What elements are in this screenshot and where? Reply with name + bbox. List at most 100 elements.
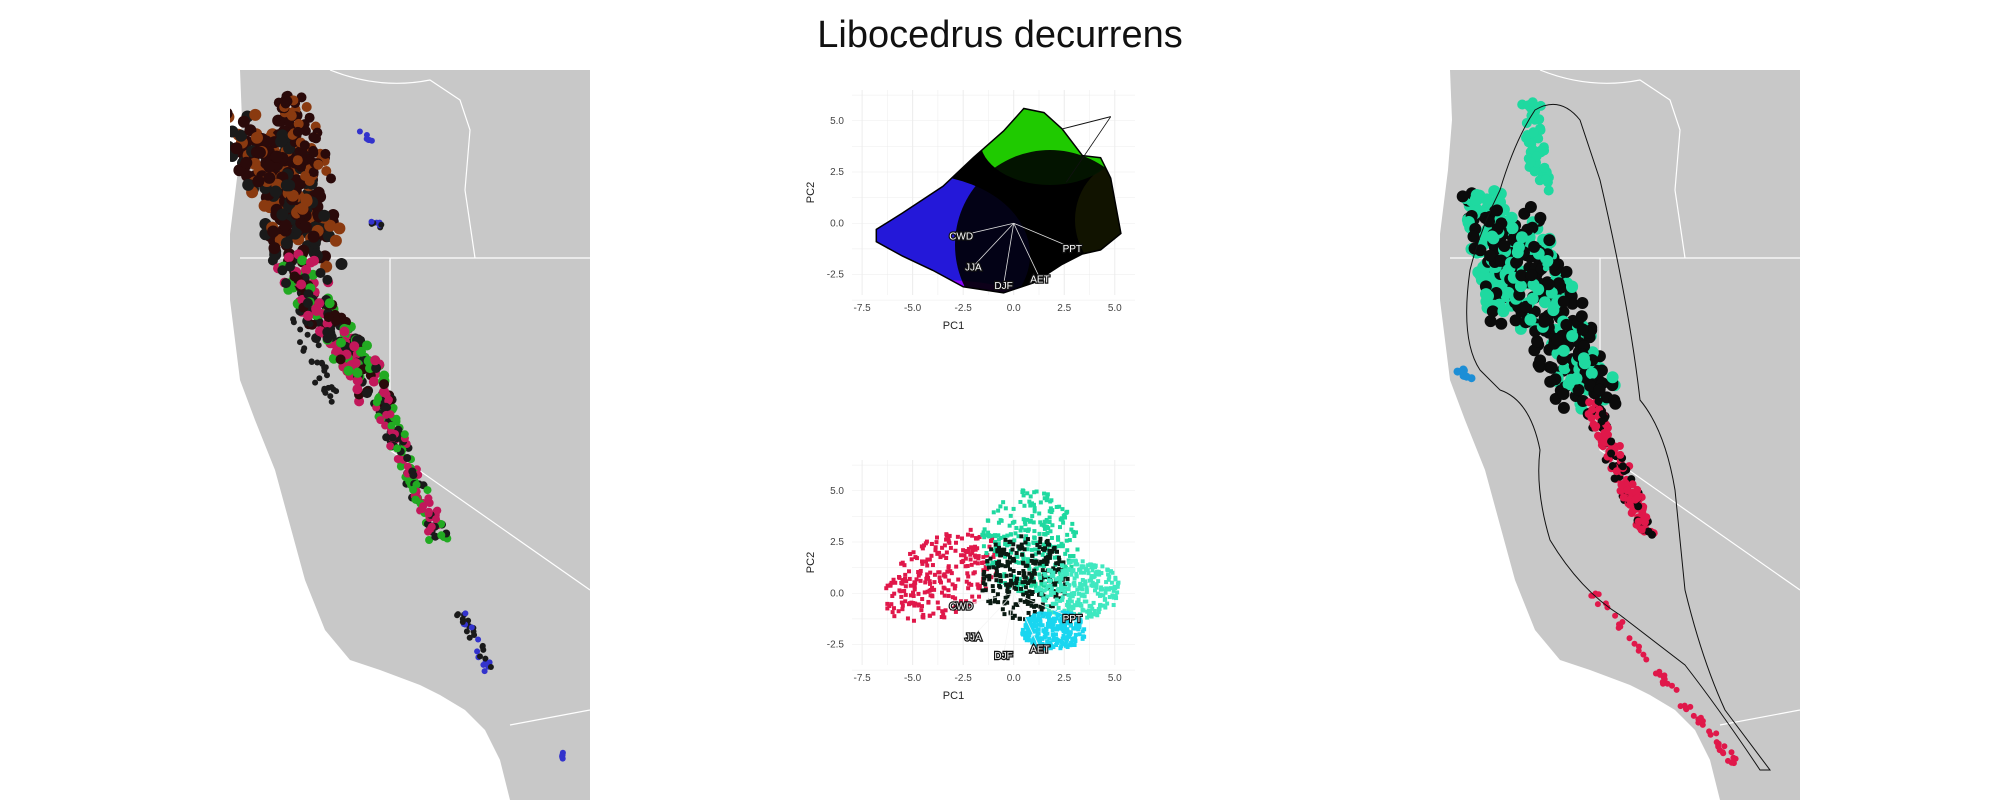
occurrence-cell	[1690, 712, 1697, 719]
occurrence-cell	[1528, 240, 1541, 253]
occurrence-cell	[312, 379, 319, 386]
cluster-point	[1068, 613, 1073, 618]
cluster-point	[1029, 583, 1034, 588]
cluster-point	[1023, 522, 1028, 527]
cluster-point	[1060, 517, 1065, 522]
occurrence-cell	[301, 102, 312, 112]
cluster-point	[947, 540, 952, 545]
cluster-point	[1027, 499, 1032, 504]
cluster-point	[1053, 582, 1058, 587]
cluster-point	[1071, 554, 1076, 559]
cluster-point	[977, 594, 982, 599]
occurrence-cell	[314, 337, 321, 343]
cluster-point	[1047, 548, 1052, 553]
cluster-point	[950, 606, 955, 611]
cluster-point	[959, 553, 964, 558]
cluster-point	[1014, 560, 1019, 565]
cluster-point	[1061, 629, 1066, 634]
occurrence-cell	[1619, 493, 1628, 502]
occurrence-cell	[308, 269, 318, 280]
occurrence-cell	[1606, 371, 1619, 384]
cluster-point	[1053, 594, 1058, 599]
cluster-point	[950, 595, 955, 600]
cluster-point	[1054, 568, 1059, 573]
occurrence-cell	[1592, 422, 1601, 431]
cluster-point	[989, 539, 994, 544]
cluster-point	[1031, 520, 1036, 525]
cluster-point	[1106, 577, 1111, 582]
cluster-point	[1035, 542, 1040, 547]
cluster-point	[1084, 588, 1089, 593]
cluster-point	[948, 545, 953, 550]
cluster-point	[1026, 636, 1031, 641]
cluster-point	[936, 606, 941, 611]
cluster-point	[892, 591, 897, 596]
cluster-point	[892, 614, 897, 619]
cluster-point	[1044, 556, 1049, 561]
pca-cluster-plot: CWD JJA DJF AET PPT -7.5 -5.0 -2.5 0.0 2.5 5.0 -2.…	[805, 460, 1135, 702]
cluster-point	[1008, 532, 1013, 537]
cluster-point	[1068, 630, 1073, 635]
occurrence-cell	[352, 367, 363, 378]
cluster-point	[1089, 562, 1094, 567]
cluster-point	[1038, 536, 1043, 541]
cluster-point	[1044, 627, 1049, 632]
occurrence-cell	[343, 365, 354, 376]
cluster-point	[919, 544, 924, 549]
cluster-point	[1000, 607, 1005, 612]
cluster-point	[903, 584, 908, 589]
cluster-point	[998, 553, 1003, 558]
cluster-point	[964, 579, 969, 584]
cluster-point	[944, 537, 949, 542]
cluster-point	[924, 539, 929, 544]
cluster-point	[1033, 540, 1038, 545]
cluster-point	[1043, 581, 1048, 586]
cluster-point	[1020, 580, 1025, 585]
cluster-point	[1025, 596, 1030, 601]
cluster-point	[1040, 605, 1045, 610]
occurrence-cell	[424, 494, 433, 503]
cluster-point	[913, 555, 918, 560]
cluster-point	[1055, 613, 1060, 618]
occurrence-cell	[1609, 397, 1622, 410]
cluster-point	[1019, 525, 1024, 530]
cluster-point	[1019, 542, 1024, 547]
cluster-point	[942, 615, 947, 620]
cluster-point	[937, 575, 942, 580]
cluster-point	[1077, 585, 1082, 590]
cluster-point	[1044, 524, 1049, 529]
pca1-vector-label-djf: DJF	[994, 281, 1012, 292]
cluster-point	[916, 603, 921, 608]
cluster-point	[1040, 602, 1045, 607]
cluster-point	[1074, 571, 1079, 576]
cluster-point	[971, 571, 976, 576]
occurrence-cell	[235, 129, 247, 142]
occurrence-cell	[1619, 619, 1626, 625]
pca1-vector-djf	[1003, 223, 1015, 285]
cluster-point	[900, 578, 905, 583]
occurrence-cell	[1480, 193, 1493, 206]
cluster-point	[1045, 492, 1050, 497]
cluster-point	[1029, 558, 1034, 563]
occurrence-cell	[336, 337, 346, 348]
occurrence-cell	[307, 321, 314, 328]
cluster-point	[1014, 583, 1019, 588]
cluster-point	[1072, 603, 1077, 608]
cluster-point	[1003, 542, 1008, 547]
cluster-point	[1054, 590, 1059, 595]
occurrence-cell	[296, 92, 307, 103]
occurrence-cell	[307, 230, 320, 243]
cluster-point	[1051, 616, 1056, 621]
cluster-point	[1082, 570, 1087, 575]
cluster-point	[1035, 627, 1040, 632]
cluster-point	[1066, 558, 1071, 563]
cluster-point	[996, 563, 1001, 568]
cluster-point	[1055, 638, 1060, 643]
occurrence-cell	[1495, 317, 1508, 330]
cluster-point	[897, 575, 902, 580]
cluster-point	[918, 568, 923, 573]
pca1-vector-jja	[972, 222, 1015, 267]
cluster-point	[900, 560, 905, 565]
cluster-point	[1080, 587, 1085, 592]
cluster-point	[903, 592, 908, 597]
